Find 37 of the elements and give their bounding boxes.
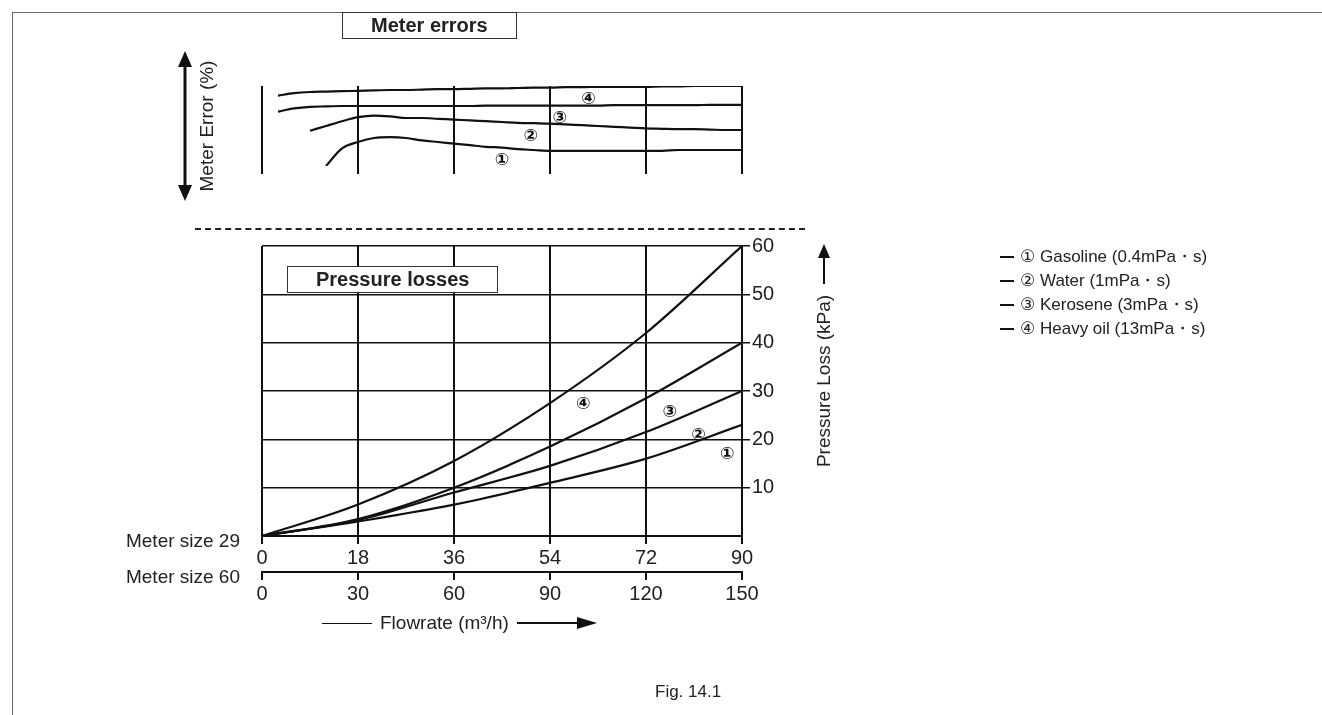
x-tick-label: 18 <box>346 545 370 568</box>
x2-tick-label: 150 <box>725 581 759 604</box>
annotation: ④ <box>581 88 596 109</box>
caption: Fig. 14.1 <box>655 682 722 702</box>
text: Meter size 29 <box>125 530 240 552</box>
x-axis-title: Flowrate (m³/h) <box>380 612 509 634</box>
legend-label: ④ Heavy oil (13mPa・s) <box>1020 318 1206 340</box>
x2-tick-label: 90 <box>538 581 562 604</box>
x2-tick-label: 60 <box>442 581 466 604</box>
y-tick-label: 60 <box>752 233 775 256</box>
y-tick-label: 50 <box>752 281 775 304</box>
legend-label: ③ Kerosene (3mPa・s) <box>1020 294 1199 316</box>
y-tick-label: 30 <box>752 378 775 401</box>
legend-label: ① Gasoline (0.4mPa・s) <box>1020 246 1208 268</box>
y-tick-label: 20 <box>752 426 775 449</box>
x-tick-label: 90 <box>730 545 754 568</box>
annotation: ① <box>494 149 510 170</box>
annotation: ③ <box>662 401 677 422</box>
x-tick-label: 54 <box>538 545 562 568</box>
chart-title: Meter errors <box>342 12 517 39</box>
x2-tick-label: 120 <box>629 581 663 604</box>
annotation: ③ <box>552 107 567 128</box>
y-tick-label: 10 <box>752 475 775 498</box>
x2-tick-label: 30 <box>346 581 370 604</box>
x-tick-label: 0 <box>256 545 268 568</box>
annotation: ④ <box>576 393 591 414</box>
annotation: ② <box>523 124 538 145</box>
y-axis-title: Meter Error (%) <box>196 60 218 192</box>
text: Meter size 60 <box>125 566 240 588</box>
x2-tick-label: 0 <box>256 581 268 604</box>
legend-label: ② Water (1mPa・s) <box>1020 270 1171 292</box>
x-tick-label: 72 <box>634 545 658 568</box>
annotation: ① <box>720 443 735 464</box>
y-tick-label: 40 <box>752 330 775 353</box>
text: Pressure losses <box>287 266 499 293</box>
x-tick-label: 36 <box>442 545 466 568</box>
y-axis-title: Pressure Loss (kPa) <box>813 294 835 468</box>
